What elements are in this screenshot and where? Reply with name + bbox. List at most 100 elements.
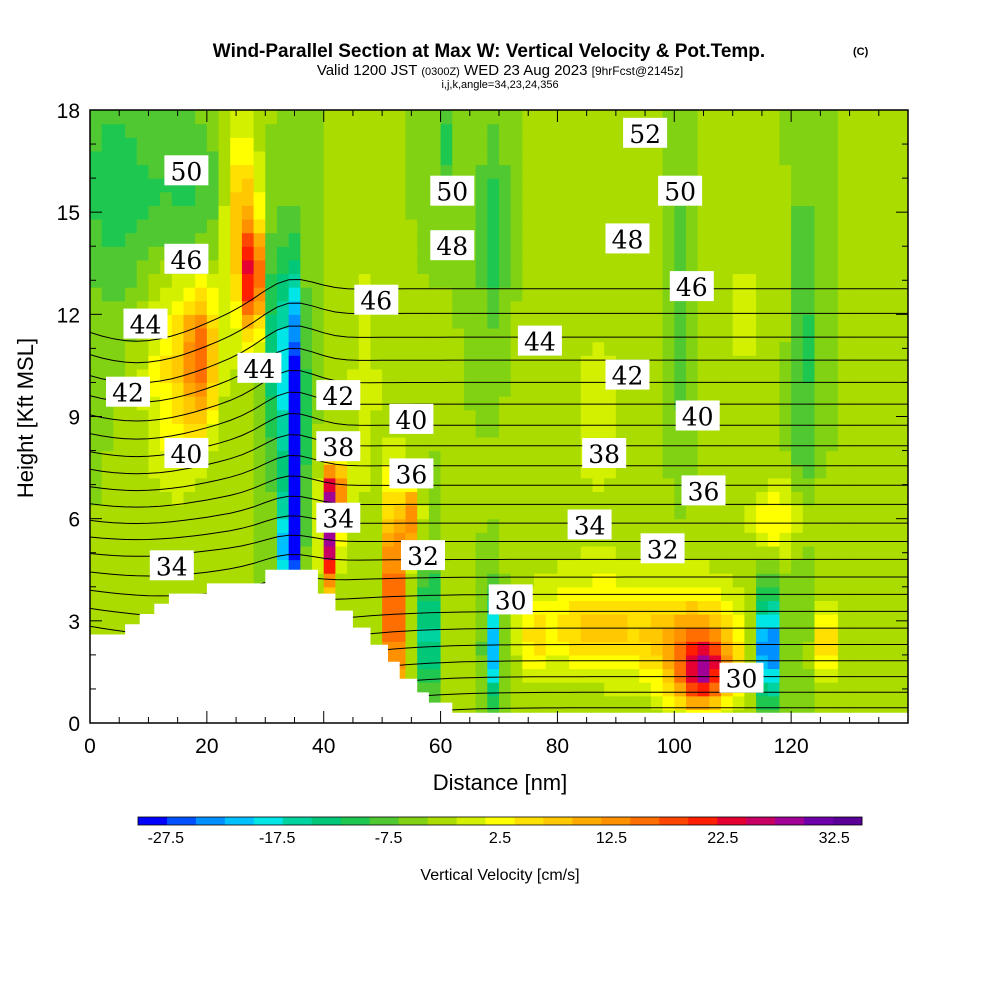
- theta-contour-53: [90, 278, 908, 342]
- colorbar-segment: [688, 817, 718, 825]
- colorbar-tick-label: -27.5: [148, 830, 185, 847]
- colorbar-segment: [630, 817, 660, 825]
- contour-label: 46: [354, 284, 399, 316]
- theta-contour-40: [90, 553, 908, 577]
- colorbar-tick-label: 2.5: [489, 830, 511, 847]
- colorbar-title: Vertical Velocity [cm/s]: [420, 867, 579, 884]
- contour-label: 38: [582, 438, 627, 469]
- colorbar-segment: [138, 817, 168, 825]
- svg-text:32: 32: [647, 535, 679, 564]
- colorbar-frame: [137, 816, 863, 826]
- colorbar-segment: [253, 817, 284, 825]
- y-axis-ticks: 0 36 9 12 15 18: [57, 100, 908, 736]
- theta-contour-50: [90, 347, 908, 403]
- contour-label: 46: [669, 271, 714, 302]
- contour-label: 44: [123, 308, 168, 340]
- y-axis-label: Height [Kft MSL]: [13, 338, 38, 498]
- contour-label: 36: [389, 458, 434, 489]
- theta-contour-51: [90, 325, 908, 384]
- colorbar-segment: [746, 817, 776, 825]
- colorbar-segment: [804, 817, 834, 825]
- contour-label: 34: [149, 550, 194, 581]
- colorbar-segment: [659, 817, 689, 825]
- theta-contour-42: [90, 515, 908, 541]
- y-tick-label: 3: [68, 611, 80, 634]
- svg-text:30: 30: [495, 586, 527, 615]
- theta-contour-49: [90, 369, 908, 422]
- theta-contour-43: [90, 495, 908, 525]
- colorbar-segment: [485, 817, 515, 825]
- colorbar-tick-label: -7.5: [375, 830, 403, 847]
- y-tick-label: 15: [57, 202, 80, 225]
- contour-label: 42: [605, 359, 650, 391]
- svg-text:46: 46: [170, 246, 202, 275]
- colorbar-segment: [514, 817, 544, 825]
- valid-date: WED 23 Aug 2023: [464, 62, 587, 79]
- contour-label: 30: [488, 584, 533, 615]
- contour-label: 38: [316, 431, 361, 462]
- svg-text:36: 36: [395, 460, 427, 489]
- x-tick-label: 40: [312, 735, 335, 758]
- contour-label: 34: [567, 509, 612, 541]
- contour-label: 44: [237, 352, 282, 384]
- svg-text:50: 50: [436, 178, 468, 207]
- svg-text:42: 42: [112, 379, 144, 408]
- colorbar-segment: [369, 817, 400, 825]
- contour-label: 42: [316, 380, 361, 411]
- colorbar-segment: [282, 817, 313, 825]
- chart-title: Wind-Parallel Section at Max W: Vertical…: [213, 41, 765, 62]
- theta-contour-46: [90, 434, 908, 475]
- svg-text:40: 40: [170, 440, 202, 469]
- y-tick-label: 0: [68, 713, 80, 736]
- terrain-mask: [90, 569, 908, 723]
- svg-text:30: 30: [726, 665, 758, 694]
- x-axis-label: Distance [nm]: [433, 770, 568, 795]
- colorbar-segment: [224, 817, 255, 825]
- contour-label: 36: [681, 475, 726, 506]
- theta-contour-45: [90, 454, 908, 492]
- x-tick-label: 20: [195, 735, 218, 758]
- colorbar-tick-label: 32.5: [819, 830, 850, 847]
- colorbar-segment: [775, 817, 805, 825]
- theta-contour-41: [90, 534, 908, 557]
- svg-text:40: 40: [682, 403, 714, 432]
- chart-subtitle: Valid 1200 JST (0300Z) WED 23 Aug 2023 […: [317, 62, 683, 79]
- y-tick-label: 12: [57, 304, 80, 327]
- colorbar-tick-label: 12.5: [596, 830, 627, 847]
- colorbar-segment: [572, 817, 602, 825]
- x-tick-label: 80: [546, 735, 569, 758]
- colorbar-segment: [833, 817, 863, 825]
- y-tick-label: 18: [57, 100, 80, 123]
- svg-text:40: 40: [395, 406, 427, 435]
- svg-text:38: 38: [588, 440, 620, 469]
- svg-text:44: 44: [524, 328, 556, 357]
- contour-label: 30: [719, 662, 764, 694]
- colorbar-tick-label: -17.5: [259, 830, 296, 847]
- theta-contour-48: [90, 391, 908, 440]
- colorbar: -27.5 -17.5 -7.5 2.5 12.5 22.5 32.5: [137, 816, 863, 847]
- svg-text:48: 48: [612, 225, 644, 254]
- contour-label: 44: [517, 325, 562, 357]
- y-tick-label: 9: [68, 407, 80, 430]
- contour-label: 42: [106, 376, 150, 408]
- colorbar-segment: [543, 817, 573, 825]
- svg-text:34: 34: [574, 512, 606, 541]
- theta-contour-31: [344, 707, 908, 723]
- colorbar-tick-label: 22.5: [707, 830, 738, 847]
- svg-text:38: 38: [322, 433, 354, 462]
- svg-text:50: 50: [170, 157, 202, 186]
- colorbar-segment: [427, 817, 457, 825]
- contour-label: 40: [675, 400, 720, 432]
- contour-label: 48: [430, 230, 475, 261]
- colorbar-segment: [398, 817, 428, 825]
- svg-text:48: 48: [436, 232, 468, 261]
- grid-info: i,j,k,angle=34,23,24,356: [441, 79, 558, 91]
- svg-text:42: 42: [322, 382, 354, 411]
- colorbar-segment: [311, 817, 342, 825]
- svg-text:34: 34: [156, 552, 188, 581]
- colorbar-segment: [456, 817, 486, 825]
- x-tick-label: 120: [774, 735, 809, 758]
- svg-text:44: 44: [243, 355, 275, 384]
